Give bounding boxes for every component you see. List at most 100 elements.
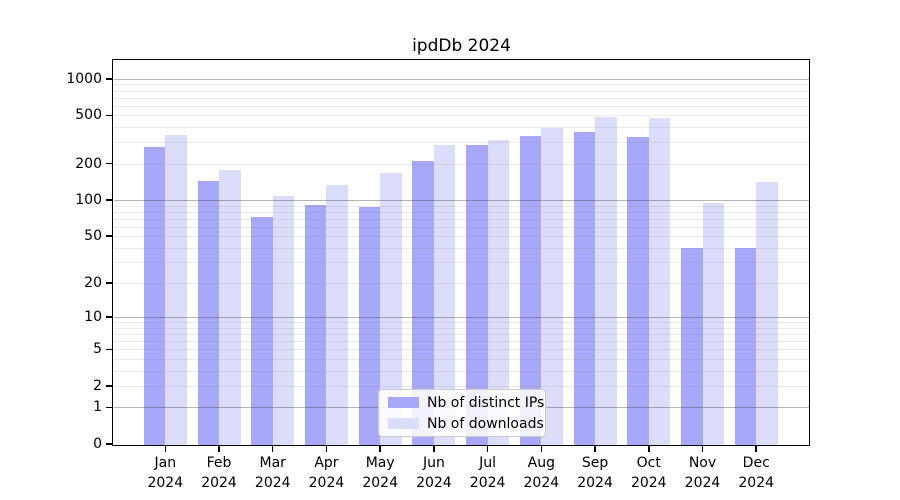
y-tick-mark-0: [106, 443, 112, 445]
y-minor-gridline-60: [114, 226, 809, 228]
x-tick-mark-jun: [433, 446, 435, 452]
y-minor-gridline-80: [114, 211, 809, 213]
legend-item-downloads: Nb of downloads: [379, 416, 545, 432]
y-tick-mark-100: [106, 199, 112, 201]
y-tick-label-50: 50: [84, 228, 102, 245]
x-tick-mark-mar: [271, 446, 274, 452]
x-tick-label-aug: Aug 2024: [509, 453, 573, 493]
bar-jan-downloads: [165, 134, 187, 445]
y-minor-gridline-500: [114, 115, 809, 117]
y-minor-gridline-600: [114, 105, 809, 107]
y-minor-gridline-30: [114, 262, 809, 264]
y-minor-gridline-20: [114, 283, 809, 285]
y-tick-mark-200: [106, 162, 112, 165]
x-tick-year: 2024: [362, 475, 398, 491]
x-tick-label-jun: Jun 2024: [402, 453, 466, 493]
y-minor-gridline-5: [114, 349, 809, 351]
y-tick-label-500: 500: [75, 107, 102, 124]
x-tick-label-apr: Apr 2024: [294, 453, 358, 493]
bar-oct-downloads: [648, 117, 671, 445]
x-tick-mark-jul: [486, 446, 489, 452]
x-tick-year: 2024: [308, 475, 345, 491]
bar-jun-distinct-ips: [412, 161, 434, 445]
x-tick-month: Jan: [154, 455, 177, 471]
bar-nov-distinct-ips: [681, 247, 703, 445]
y-minor-gridline-2: [114, 385, 809, 387]
x-tick-label-jan: Jan 2024: [133, 453, 197, 493]
bar-jul-downloads: [487, 139, 510, 445]
y-tick-mark-20: [106, 282, 112, 284]
y-minor-gridline-40: [114, 247, 809, 249]
x-tick-label-may: May 2024: [348, 453, 412, 493]
x-tick-month: Nov: [688, 455, 717, 471]
x-tick-month: Aug: [527, 455, 555, 471]
x-tick-year: 2024: [577, 475, 613, 491]
y-major-gridline-10: [114, 317, 809, 319]
y-tick-label-20: 20: [84, 275, 102, 292]
x-tick-mark-nov: [701, 446, 704, 452]
y-major-gridline-1000: [114, 78, 809, 80]
y-tick-mark-500: [106, 114, 112, 117]
x-tick-month: Jul: [479, 455, 497, 471]
x-tick-year: 2024: [684, 475, 721, 491]
bar-apr-downloads: [326, 185, 348, 445]
x-tick-month: Jun: [422, 455, 445, 471]
y-tick-label-1000: 1000: [66, 70, 102, 87]
y-minor-gridline-9: [114, 322, 809, 324]
legend-label-downloads: Nb of downloads: [427, 415, 544, 432]
legend-swatch-downloads: [388, 418, 419, 429]
y-minor-gridline-6: [114, 341, 809, 343]
bar-aug-downloads: [541, 127, 563, 445]
x-tick-year: 2024: [254, 475, 291, 491]
y-tick-label-100: 100: [75, 192, 102, 209]
x-tick-mark-jan: [164, 446, 167, 452]
y-minor-gridline-700: [114, 97, 809, 99]
legend: Nb of distinct IPs Nb of downloads: [378, 389, 546, 437]
x-tick-mark-aug: [540, 446, 543, 452]
y-tick-label-2: 2: [93, 377, 102, 394]
x-tick-month: Oct: [636, 455, 661, 471]
x-tick-year: 2024: [523, 475, 560, 491]
x-tick-label-jul: Jul 2024: [456, 453, 520, 493]
y-tick-label-0: 0: [93, 436, 102, 452]
y-tick-mark-5: [106, 348, 112, 351]
x-tick-year: 2024: [147, 475, 184, 491]
bar-may-distinct-ips: [358, 206, 381, 445]
y-minor-gridline-50: [114, 236, 809, 238]
bar-may-downloads: [380, 173, 402, 445]
y-minor-gridline-300: [114, 142, 809, 144]
bar-mar-downloads: [272, 195, 295, 445]
y-minor-gridline-900: [114, 84, 809, 86]
y-tick-mark-10: [106, 316, 112, 318]
x-tick-month: Mar: [259, 455, 286, 471]
y-tick-label-1: 1: [93, 399, 102, 416]
legend-item-distinct-ips: Nb of distinct IPs: [379, 395, 545, 411]
y-minor-gridline-90: [114, 205, 809, 207]
y-major-gridline-100: [114, 200, 809, 202]
y-tick-mark-50: [106, 235, 112, 237]
y-minor-gridline-800: [114, 90, 809, 92]
x-tick-label-nov: Nov 2024: [671, 453, 735, 493]
bar-jun-downloads: [433, 145, 456, 445]
bar-jul-distinct-ips: [466, 144, 488, 445]
bar-mar-distinct-ips: [251, 217, 273, 445]
y-tick-label-200: 200: [75, 155, 102, 172]
bar-apr-distinct-ips: [304, 204, 327, 445]
y-minor-gridline-3: [114, 370, 809, 372]
bar-dec-distinct-ips: [734, 247, 757, 445]
x-tick-mark-dec: [755, 446, 757, 452]
y-minor-gridline-400: [114, 127, 809, 129]
x-tick-year: 2024: [469, 475, 506, 491]
x-tick-year: 2024: [416, 475, 452, 491]
y-minor-gridline-200: [114, 163, 809, 165]
x-tick-year: 2024: [630, 475, 667, 491]
y-tick-mark-1000: [106, 78, 112, 80]
y-tick-mark-2: [106, 385, 112, 387]
plot-area: [112, 59, 810, 446]
y-minor-gridline-7: [114, 334, 809, 336]
bar-sep-distinct-ips: [573, 131, 596, 445]
bar-aug-distinct-ips: [519, 135, 542, 445]
x-tick-month: Feb: [206, 455, 232, 471]
chart-title: ipdDb 2024: [412, 36, 511, 56]
